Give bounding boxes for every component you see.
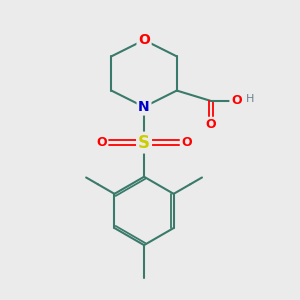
Text: N: N <box>138 100 150 114</box>
Text: O: O <box>96 136 107 149</box>
Text: S: S <box>138 134 150 152</box>
Text: O: O <box>138 33 150 47</box>
Text: O: O <box>206 118 216 131</box>
Text: O: O <box>181 136 192 149</box>
Text: H: H <box>246 94 255 104</box>
Text: O: O <box>231 94 242 107</box>
